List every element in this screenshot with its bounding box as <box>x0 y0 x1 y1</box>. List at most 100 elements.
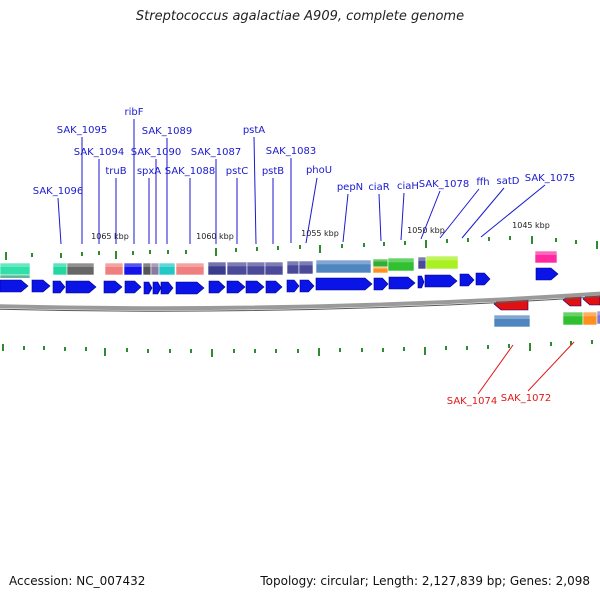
gene-label: satD <box>497 176 520 187</box>
feature-highlight <box>299 261 313 266</box>
feature-highlight <box>597 311 600 316</box>
feature-highlight <box>373 259 388 262</box>
scale-label: 1065 kbp <box>91 232 129 241</box>
cds-arrow <box>424 274 458 288</box>
cds-arrow <box>475 272 491 286</box>
cds-arrow <box>373 277 389 291</box>
feature-box <box>298 260 314 275</box>
cds-arrow <box>388 276 416 290</box>
gene-label: SAK_1074 <box>447 396 497 407</box>
cds-arrow <box>103 280 123 294</box>
cds-arrow <box>459 273 475 287</box>
cds-arrow <box>265 280 283 294</box>
gene-label: SAK_1095 <box>57 125 107 136</box>
gene-label: pstC <box>226 166 248 177</box>
accession-text: Accession: NC_007432 <box>9 574 146 588</box>
gene-label: ffh <box>476 177 489 188</box>
genome-summary-text: Topology: circular; Length: 2,127,839 bp… <box>260 574 590 588</box>
gene-label: SAK_1090 <box>131 147 181 158</box>
scale-label: 1055 kbp <box>301 229 339 238</box>
feature-box <box>158 262 176 276</box>
feature-highlight <box>53 263 67 267</box>
leader-line <box>461 187 505 239</box>
cds-track <box>0 267 600 311</box>
gene-labels: SAK_1096 SAK_1095 SAK_1094 truB ribF spxA SAK_… <box>33 107 575 407</box>
feature-highlight <box>563 312 583 317</box>
feature-box <box>387 257 415 272</box>
scale-ticks <box>2 236 598 357</box>
gene-label: SAK_1087 <box>191 147 241 158</box>
cds-arrow <box>152 281 162 295</box>
gene-label: pstA <box>243 125 265 136</box>
feature-box <box>425 255 459 270</box>
cds-arrow <box>417 275 425 289</box>
scale-labels: 1065 kbp 1060 kbp 1055 kbp 1050 kbp 1045 kbp <box>91 221 550 241</box>
feature-box <box>315 259 372 274</box>
leader-line <box>439 188 480 239</box>
gene-label: SAK_1088 <box>165 166 215 177</box>
feature-box <box>104 262 124 276</box>
feature-box <box>493 314 531 328</box>
cds-arrow <box>52 280 66 294</box>
scale-label: 1045 kbp <box>512 221 550 230</box>
leader-line <box>305 177 318 244</box>
feature-highlight <box>316 260 371 265</box>
gene-label: phoU <box>306 165 332 176</box>
feature-track <box>0 250 600 328</box>
map-title: Streptococcus agalactiae A909, complete … <box>135 9 465 24</box>
leader-line <box>342 193 349 243</box>
feature-highlight <box>105 263 123 267</box>
scale-label: 1060 kbp <box>196 232 234 241</box>
leader-line <box>480 184 546 238</box>
feature-highlight <box>265 262 283 267</box>
gene-label: pepN <box>337 182 363 193</box>
gene-label: spxA <box>137 166 161 177</box>
feature-highlight <box>583 312 597 317</box>
feature-highlight <box>247 262 265 267</box>
feature-highlight <box>388 258 414 263</box>
feature-highlight <box>418 257 426 261</box>
gene-label: SAK_1096 <box>33 186 83 197</box>
leader-line <box>253 136 257 245</box>
gene-label: SAK_1072 <box>501 393 551 404</box>
gene-label: SAK_1075 <box>525 173 575 184</box>
leader-line <box>57 197 62 245</box>
leader-line <box>420 190 441 240</box>
feature-highlight <box>151 263 159 267</box>
feature-box <box>0 274 31 279</box>
scale-label: 1050 kbp <box>407 226 445 235</box>
feature-highlight <box>0 275 30 277</box>
leader-line <box>400 192 405 241</box>
leader-line <box>477 344 514 395</box>
feature-highlight <box>0 263 30 267</box>
cds-arrow <box>315 277 373 291</box>
cds-arrow <box>535 267 559 281</box>
cds-arrow <box>245 280 265 294</box>
cds-arrow <box>65 280 97 294</box>
feature-highlight <box>373 267 388 269</box>
gene-label: pstB <box>262 166 284 177</box>
feature-highlight <box>124 263 142 267</box>
genome-backbone <box>0 291 600 311</box>
feature-box <box>175 262 205 276</box>
gene-label: SAK_1094 <box>74 147 124 158</box>
feature-box <box>123 262 143 276</box>
feature-highlight <box>287 261 299 266</box>
genome-backbone-shadow <box>0 296 600 312</box>
feature-highlight <box>176 263 204 267</box>
cds-arrow <box>143 281 153 295</box>
feature-highlight <box>67 263 94 267</box>
feature-box <box>207 261 227 276</box>
feature-highlight <box>143 263 151 267</box>
cds-arrow <box>0 279 29 293</box>
feature-highlight <box>159 263 175 267</box>
feature-highlight <box>208 262 226 267</box>
cds-arrow <box>175 281 205 295</box>
gene-label: truB <box>105 166 126 177</box>
leader-line <box>527 341 575 392</box>
feature-highlight <box>494 315 530 319</box>
gene-label: ribF <box>125 107 144 118</box>
cds-arrow <box>299 279 315 293</box>
cds-arrow <box>124 280 142 294</box>
